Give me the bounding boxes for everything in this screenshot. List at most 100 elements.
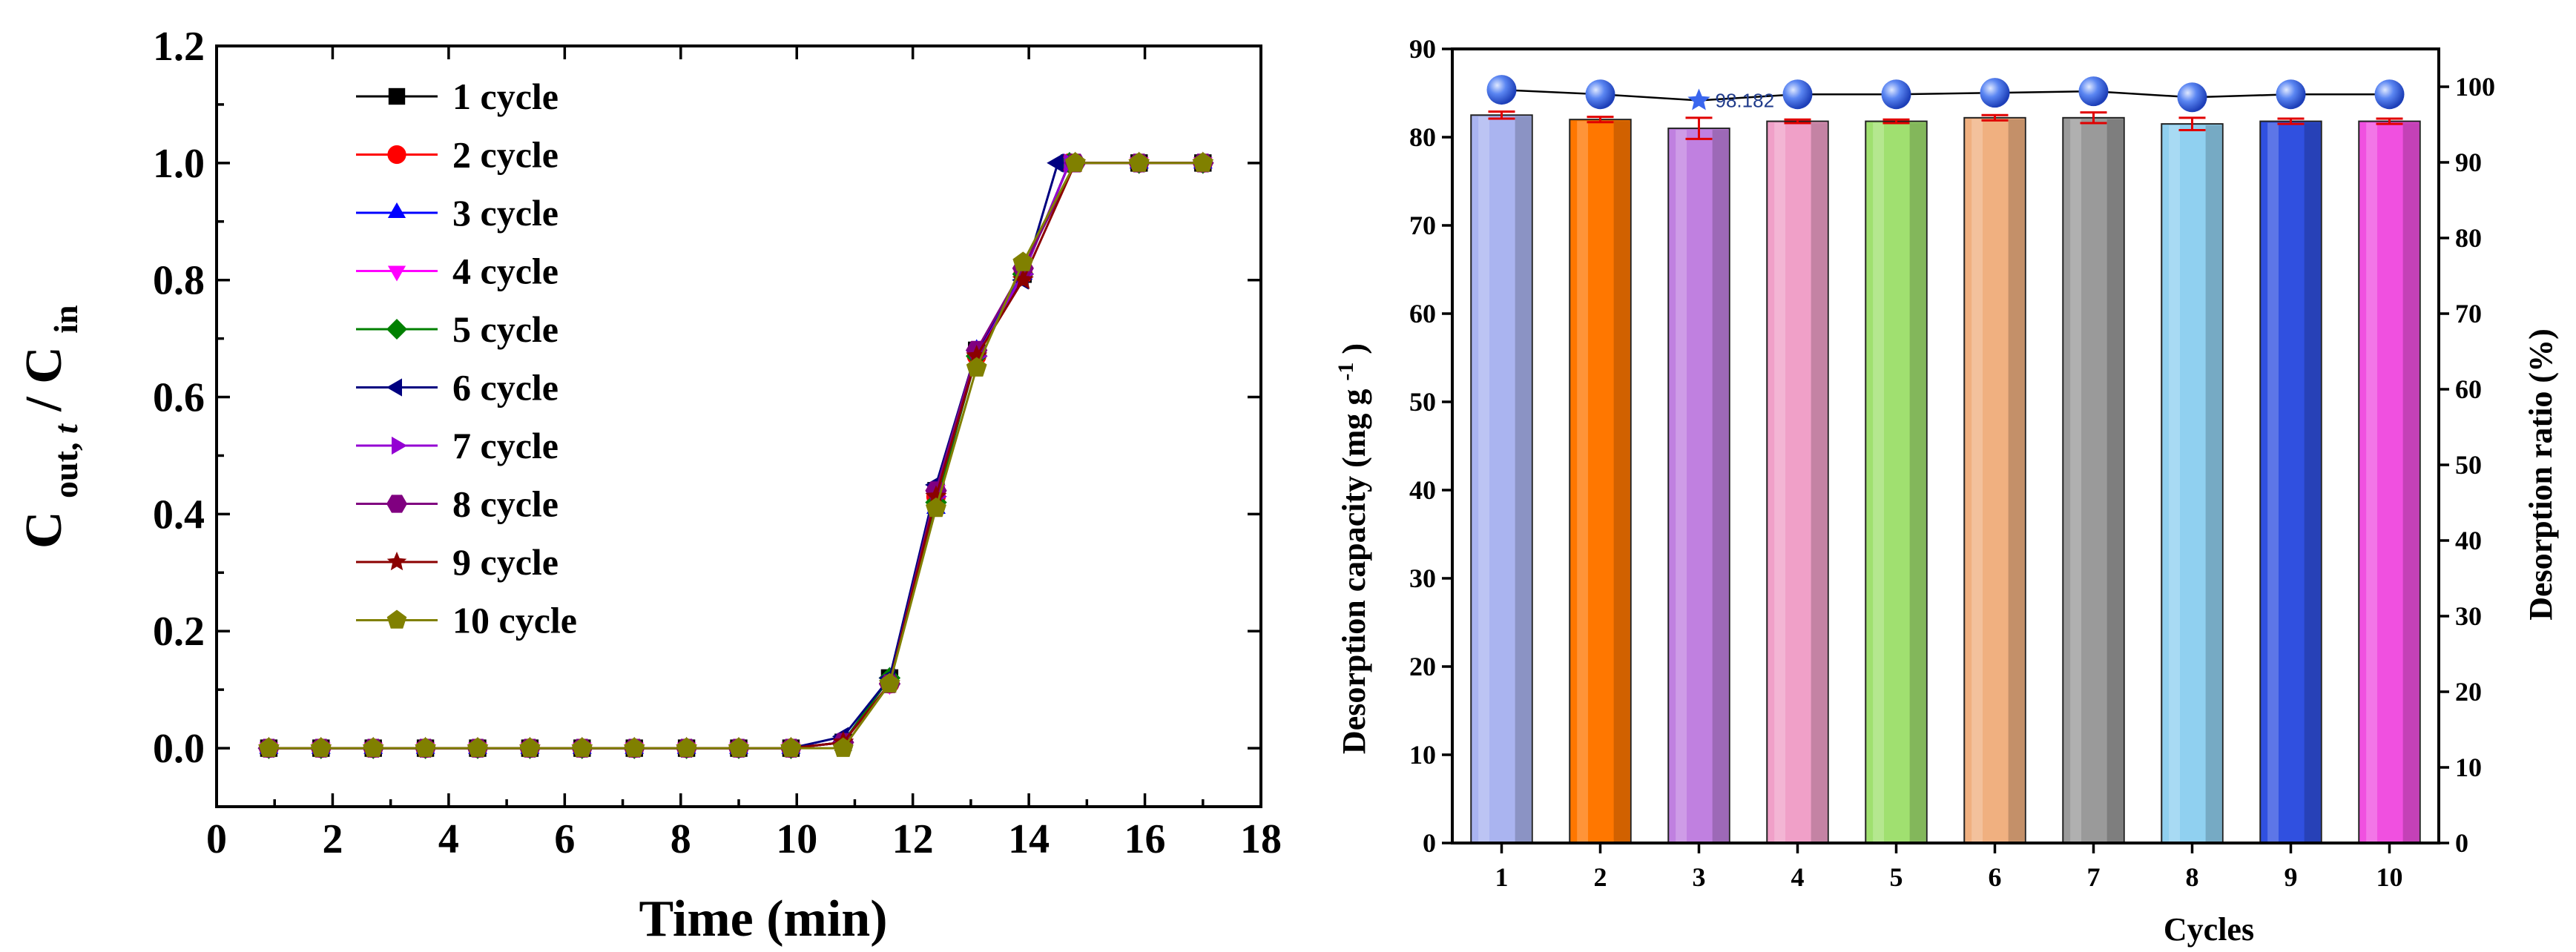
data-point <box>1128 152 1150 172</box>
bar-x-tick-label: 8 <box>2186 862 2199 892</box>
bar-y2-tick-label: 40 <box>2455 526 2482 555</box>
legend-label: 9 cycle <box>452 541 559 583</box>
legend-label: 6 cycle <box>452 367 559 409</box>
data-point <box>624 737 645 757</box>
breakthrough-curve-chart: 0 2 4 6 8 10 12 14 16 18 0.0 0.2 0.4 0.6 0.8 1.0 1.2 1 c… <box>16 24 1282 948</box>
x-tick-label: 16 <box>1124 816 1166 862</box>
data-point <box>926 497 946 518</box>
ratio-annotation: 98.182 <box>1716 90 1775 112</box>
bar-highlight <box>2267 122 2279 842</box>
legend-marker <box>386 378 402 397</box>
bar-y-axis-title-main: Desorption capacity (mg g <box>1336 389 1372 755</box>
bar-y2-tick-label: 60 <box>2455 374 2482 404</box>
series-3 <box>259 151 1213 754</box>
x-tick-label: 0 <box>206 816 227 862</box>
legend-label: 10 cycle <box>452 600 577 641</box>
series-line <box>269 162 1203 750</box>
legend-label: 8 cycle <box>452 483 559 525</box>
bar-y-tick-label: 80 <box>1409 122 1436 152</box>
bar-shade <box>1613 121 1630 842</box>
series-5 <box>257 152 1214 759</box>
bar-y-axis-title-end: ) <box>1336 343 1372 354</box>
bar-x-tick-label: 4 <box>1791 862 1805 892</box>
bar-y-axis-title: Desorption capacity (mg g -1 ) <box>1324 343 1372 754</box>
legend-marker <box>392 436 407 455</box>
data-point <box>258 737 280 757</box>
series-8 <box>257 153 1214 758</box>
y-tick-label: 1.2 <box>153 24 205 70</box>
bar <box>2259 120 2322 844</box>
bar <box>1667 128 1730 844</box>
bar <box>1569 119 1632 844</box>
y-tick-label: 0.0 <box>153 726 205 772</box>
y-tick-label: 0.6 <box>153 375 205 421</box>
bar-x-tick-label: 5 <box>1890 862 1903 892</box>
y-tick-label: 0.2 <box>153 609 205 655</box>
ratio-point <box>1980 78 2010 108</box>
bar-x-tick-label: 2 <box>1594 862 1607 892</box>
right-plot-frame <box>1451 47 2440 844</box>
bar-shade <box>1712 130 1729 842</box>
bars-group <box>1470 110 2421 844</box>
series-4 <box>259 157 1213 760</box>
legend-label: 7 cycle <box>452 425 559 466</box>
series-9 <box>257 151 1214 758</box>
bar-highlight <box>1873 122 1885 842</box>
y-tick-label: 0.8 <box>153 258 205 304</box>
y-tick-label: 0.4 <box>153 492 205 538</box>
x-tick-label: 18 <box>1240 816 1282 862</box>
legend-label: 1 cycle <box>452 76 559 117</box>
legend-marker <box>387 145 406 165</box>
legend-item: 7 cycle <box>356 425 559 466</box>
bar <box>1766 120 1829 844</box>
bar-y-tick-label: 20 <box>1409 652 1436 681</box>
legend-marker <box>386 552 407 571</box>
left-legend: 1 cycle 2 cycle 3 cycle 4 cycle 5 cycle 6 cyc… <box>356 76 577 641</box>
bar-x-tick-label: 1 <box>1495 862 1509 892</box>
data-point <box>728 737 749 757</box>
ratio-point <box>1881 79 1911 110</box>
bar-y2-tick-label: 0 <box>2455 828 2468 858</box>
data-point <box>415 737 436 757</box>
legend-label: 5 cycle <box>452 308 559 350</box>
data-point <box>1047 153 1064 173</box>
bar-shade <box>2106 119 2124 842</box>
bar-highlight <box>1971 119 1983 842</box>
data-point <box>780 737 802 757</box>
left-series-group <box>257 151 1214 760</box>
legend-item: 3 cycle <box>356 192 559 234</box>
legend-marker <box>387 202 406 218</box>
ratio-point <box>2374 79 2405 110</box>
bar-shade <box>2402 122 2419 842</box>
data-point <box>1192 152 1213 172</box>
legend-label: 3 cycle <box>452 192 559 234</box>
series-2 <box>259 153 1213 758</box>
legend-label: 4 cycle <box>452 251 559 292</box>
bar-y2-tick-label: 30 <box>2455 601 2482 631</box>
series-7 <box>263 153 1214 758</box>
bar-y-tick-label: 30 <box>1409 563 1436 593</box>
bar-8 <box>2161 116 2224 844</box>
data-point <box>519 737 541 757</box>
bar-y-tick-label: 90 <box>1409 34 1436 64</box>
bar-x-tick-label: 6 <box>1989 862 2002 892</box>
right-axes: 0 10 20 30 40 50 60 70 80 90 0 10 20 30 40 50 60 70 80 90 10… <box>1409 34 2495 892</box>
x-axis-title: Time (min) <box>639 890 887 948</box>
data-point <box>966 357 987 377</box>
series-line <box>269 162 1203 750</box>
series-line <box>269 162 1203 750</box>
bar-shade <box>2205 125 2222 842</box>
bar <box>1470 114 1533 844</box>
bar-6 <box>1963 113 2026 844</box>
y-axis-title-italic: t <box>47 423 85 434</box>
bar-shade <box>1909 122 1926 842</box>
data-point <box>832 737 854 757</box>
bar-highlight <box>1478 116 1490 842</box>
bar-highlight <box>2366 122 2378 842</box>
data-point <box>1064 152 1086 172</box>
y-axis-title-sub2: in <box>47 305 85 333</box>
bar-shade <box>1811 122 1828 842</box>
bar-3 <box>1667 116 1730 844</box>
bar-y-tick-label: 40 <box>1409 475 1436 505</box>
ratio-point <box>2177 82 2207 113</box>
